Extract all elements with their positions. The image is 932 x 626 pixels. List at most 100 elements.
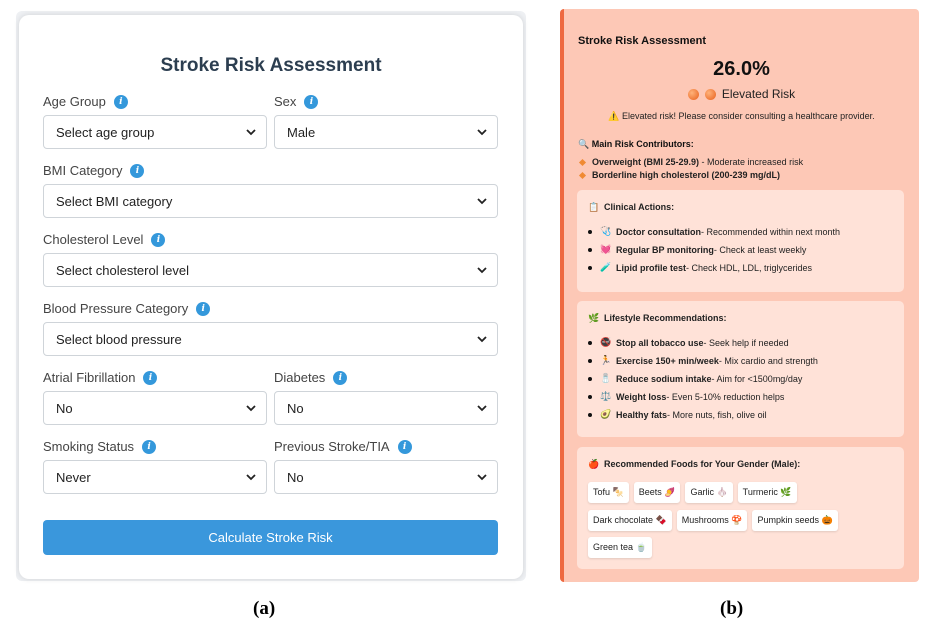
cholesterol-level-select[interactable]: Select cholesterol level: [43, 253, 498, 287]
list-item: Overweight (BMI 25-29.9) - Moderate incr…: [578, 156, 803, 169]
atrial-fibrillation-select[interactable]: No: [43, 391, 267, 425]
food-chip: Turmeric 🌿: [737, 482, 797, 503]
food-chip-row: Green tea 🍵: [588, 537, 652, 558]
previous-stroke-label: Previous Stroke/TIA i: [274, 439, 412, 454]
form-title: Stroke Risk Assessment: [160, 55, 382, 76]
avocado-icon: 🥑: [600, 410, 612, 420]
cholesterol-level-label: Cholesterol Level i: [43, 232, 166, 247]
contributors-list: Overweight (BMI 25-29.9) - Moderate incr…: [578, 156, 803, 182]
info-icon[interactable]: i: [333, 370, 348, 385]
diamond-bullet-icon: [578, 159, 587, 167]
list-item: 💓 Regular BP monitoring - Check at least …: [588, 241, 840, 259]
list-item: 🥑 Healthy fats - More nuts, fish, olive o…: [588, 406, 818, 424]
scale-icon: ⚖️: [600, 392, 612, 402]
runner-icon: 🏃: [600, 356, 612, 366]
risk-warning: ⚠️ Elevated risk! Please consider consul…: [608, 111, 875, 121]
diabetes-label: Diabetes i: [274, 370, 348, 385]
list-item: ⚖️ Weight loss - Even 5-10% reduction hel…: [588, 388, 818, 406]
bullet-icon: [588, 266, 592, 270]
orange-circle-icon: [687, 88, 699, 100]
foods-heading: 🍎 Recommended Foods for Your Gender (Male…: [588, 459, 801, 470]
list-item: 🚭 Stop all tobacco use - Seek help if nee…: [588, 334, 818, 352]
chevron-down-icon: [477, 336, 487, 343]
info-icon[interactable]: i: [142, 439, 157, 454]
bullet-icon: [588, 395, 592, 399]
contributors-heading: 🔍 Main Risk Contributors:: [578, 139, 694, 149]
info-icon[interactable]: i: [304, 94, 319, 109]
blood-pressure-label: Blood Pressure Category i: [43, 301, 211, 316]
diabetes-select[interactable]: No: [274, 391, 498, 425]
age-group-select[interactable]: Select age group: [43, 115, 267, 149]
chevron-down-icon: [246, 474, 256, 481]
age-group-label: Age Group i: [43, 94, 128, 109]
list-item: 🧪 Lipid profile test - Check HDL, LDL, tr…: [588, 259, 840, 277]
caption-a: (a): [253, 598, 276, 619]
orange-circle-icon: [704, 88, 716, 100]
bullet-icon: [588, 413, 592, 417]
bullet-icon: [588, 377, 592, 381]
food-chip: Beets 🍠: [633, 482, 681, 503]
food-chip: Mushrooms 🍄: [676, 510, 748, 531]
food-chip: Green tea 🍵: [588, 537, 652, 558]
list-item: 🩺 Doctor consultation - Recommended withi…: [588, 223, 840, 241]
smoking-status-select[interactable]: Never: [43, 460, 267, 494]
heart-icon: 💓: [600, 245, 612, 255]
recommended-foods-box: 🍎 Recommended Foods for Your Gender (Male…: [577, 447, 904, 569]
bullet-icon: [588, 341, 592, 345]
sex-label: Sex i: [274, 94, 319, 109]
chevron-down-icon: [477, 198, 487, 205]
info-icon[interactable]: i: [196, 301, 211, 316]
bmi-category-select[interactable]: Select BMI category: [43, 184, 498, 218]
result-title: Stroke Risk Assessment: [578, 35, 706, 47]
bullet-icon: [588, 248, 592, 252]
chevron-down-icon: [477, 267, 487, 274]
lifestyle-list: 🚭 Stop all tobacco use - Seek help if nee…: [588, 334, 818, 424]
risk-percentage: 26.0%: [713, 58, 770, 80]
chevron-down-icon: [477, 129, 487, 136]
info-icon[interactable]: i: [113, 94, 128, 109]
atrial-fibrillation-label: Atrial Fibrillation i: [43, 370, 158, 385]
diamond-bullet-icon: [578, 172, 587, 180]
stethoscope-icon: 🩺: [600, 227, 612, 237]
risk-result-card: Stroke Risk Assessment 26.0% Elevated Ri…: [560, 9, 919, 582]
previous-stroke-select[interactable]: No: [274, 460, 498, 494]
chevron-down-icon: [477, 405, 487, 412]
clipboard-icon: 📋: [588, 203, 600, 213]
salt-icon: 🧂: [600, 374, 612, 384]
test-tube-icon: 🧪: [600, 263, 612, 273]
chevron-down-icon: [246, 405, 256, 412]
risk-level-label: Elevated Risk: [721, 87, 796, 101]
clinical-actions-heading: 📋 Clinical Actions:: [588, 202, 675, 213]
clinical-actions-list: 🩺 Doctor consultation - Recommended withi…: [588, 223, 840, 277]
blood-pressure-select[interactable]: Select blood pressure: [43, 322, 498, 356]
food-chip: Dark chocolate 🍫: [588, 510, 672, 531]
assessment-form: Stroke Risk Assessment Age Group i Selec…: [19, 15, 523, 579]
smoking-status-label: Smoking Status i: [43, 439, 157, 454]
list-item: Borderline high cholesterol (200-239 mg/…: [578, 169, 803, 182]
food-chip: Tofu 🍢: [588, 482, 629, 503]
info-icon[interactable]: i: [151, 232, 166, 247]
apple-icon: 🍎: [588, 460, 600, 470]
bmi-category-label: BMI Category i: [43, 163, 145, 178]
food-chip-row: Tofu 🍢 Beets 🍠 Garlic 🧄 Turmeric 🌿: [588, 482, 797, 503]
calculate-risk-button[interactable]: Calculate Stroke Risk: [43, 520, 498, 555]
info-icon[interactable]: i: [397, 439, 412, 454]
list-item: 🏃 Exercise 150+ min/week - Mix cardio and…: [588, 352, 818, 370]
lifestyle-heading: 🌿 Lifestyle Recommendations:: [588, 313, 727, 324]
risk-level: Elevated Risk: [564, 87, 919, 101]
chevron-down-icon: [477, 474, 487, 481]
bullet-icon: [588, 359, 592, 363]
chevron-down-icon: [246, 129, 256, 136]
info-icon[interactable]: i: [130, 163, 145, 178]
no-smoking-icon: 🚭: [600, 338, 612, 348]
herb-icon: 🌿: [588, 314, 600, 324]
info-icon[interactable]: i: [143, 370, 158, 385]
clinical-actions-box: 📋 Clinical Actions: 🩺 Doctor consultation …: [577, 190, 904, 292]
food-chip-row: Dark chocolate 🍫 Mushrooms 🍄 Pumpkin see…: [588, 510, 838, 531]
sex-select[interactable]: Male: [274, 115, 498, 149]
food-chip: Garlic 🧄: [685, 482, 733, 503]
bullet-icon: [588, 230, 592, 234]
lifestyle-box: 🌿 Lifestyle Recommendations: 🚭 Stop all to…: [577, 301, 904, 437]
caption-b: (b): [720, 598, 744, 619]
food-chip: Pumpkin seeds 🎃: [752, 510, 838, 531]
